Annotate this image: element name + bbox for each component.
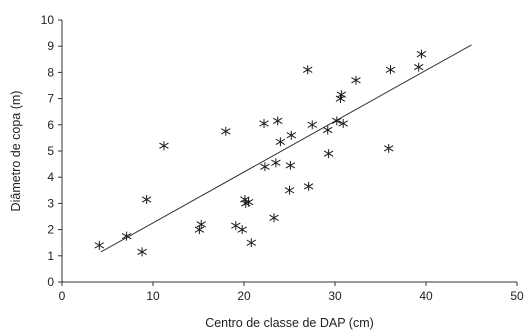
data-point bbox=[272, 116, 283, 126]
data-point bbox=[303, 181, 314, 191]
y-tick-label: 4 bbox=[47, 170, 54, 184]
data-point bbox=[416, 49, 427, 59]
data-point bbox=[285, 160, 296, 170]
data-point bbox=[338, 118, 348, 128]
data-point bbox=[121, 231, 132, 241]
y-tick-label: 3 bbox=[47, 196, 54, 210]
data-point bbox=[332, 116, 342, 126]
y-tick-label: 7 bbox=[47, 92, 54, 106]
trendline bbox=[100, 44, 472, 253]
data-point bbox=[246, 238, 257, 248]
data-point bbox=[336, 90, 347, 100]
data-point bbox=[137, 247, 147, 257]
x-tick-label: 40 bbox=[419, 289, 433, 303]
y-tick-label: 10 bbox=[41, 13, 55, 27]
y-tick-label: 9 bbox=[47, 39, 54, 53]
axes: 0 1 2 3 4 5 6 7 8 9 10 0 10 20 30 40 50 bbox=[41, 13, 524, 303]
data-point bbox=[194, 225, 205, 235]
data-point bbox=[237, 225, 247, 235]
data-point bbox=[221, 126, 231, 136]
x-tick-label: 20 bbox=[237, 289, 251, 303]
data-point bbox=[243, 197, 254, 207]
y-tick-label: 2 bbox=[47, 223, 54, 237]
x-tick-label: 30 bbox=[328, 289, 342, 303]
y-axis-title: Diâmetro de copa (m) bbox=[9, 91, 23, 212]
data-point bbox=[196, 219, 206, 229]
data-point bbox=[323, 149, 334, 159]
y-tick-label: 0 bbox=[47, 275, 54, 289]
y-tick-label: 1 bbox=[47, 249, 54, 263]
data-point bbox=[260, 162, 270, 172]
y-tick-label: 8 bbox=[47, 65, 54, 79]
x-tick-label: 0 bbox=[59, 289, 66, 303]
data-point bbox=[302, 65, 313, 75]
x-tick-label: 50 bbox=[510, 289, 524, 303]
data-point bbox=[413, 62, 424, 72]
y-tick-label: 6 bbox=[47, 118, 54, 132]
points-layer bbox=[94, 49, 427, 257]
data-point bbox=[322, 125, 333, 135]
data-point bbox=[385, 65, 396, 75]
data-point bbox=[271, 158, 281, 168]
data-point bbox=[383, 143, 394, 153]
data-point bbox=[259, 118, 269, 128]
data-point bbox=[351, 75, 361, 85]
x-axis-title: Centro de classe de DAP (cm) bbox=[205, 316, 374, 330]
data-point bbox=[269, 213, 279, 223]
data-point bbox=[275, 137, 286, 147]
data-point bbox=[307, 120, 318, 130]
data-point bbox=[284, 185, 295, 195]
data-point bbox=[286, 130, 297, 140]
data-point bbox=[231, 221, 241, 231]
trendline-layer bbox=[100, 44, 472, 253]
data-point bbox=[94, 240, 105, 250]
x-tick-label: 10 bbox=[146, 289, 160, 303]
y-tick-label: 5 bbox=[47, 144, 54, 158]
data-point bbox=[159, 141, 169, 151]
data-point bbox=[141, 194, 152, 204]
